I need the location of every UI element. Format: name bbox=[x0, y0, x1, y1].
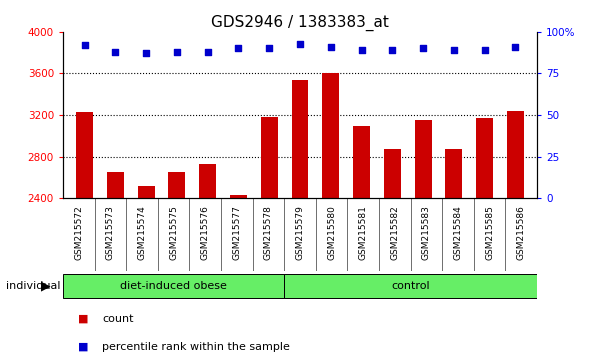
Bar bbox=[445, 149, 463, 198]
Text: ▶: ▶ bbox=[41, 279, 51, 292]
Text: GSM215574: GSM215574 bbox=[137, 205, 146, 260]
Bar bbox=[76, 112, 93, 198]
Point bbox=[110, 49, 120, 55]
Text: GSM215586: GSM215586 bbox=[517, 205, 526, 261]
Point bbox=[357, 47, 367, 53]
FancyBboxPatch shape bbox=[63, 274, 284, 298]
Bar bbox=[199, 164, 216, 198]
Text: ■: ■ bbox=[78, 342, 89, 352]
Bar bbox=[353, 126, 370, 198]
Point bbox=[418, 46, 428, 51]
Text: GSM215585: GSM215585 bbox=[485, 205, 494, 261]
Point bbox=[203, 49, 212, 55]
Bar bbox=[230, 195, 247, 198]
Bar bbox=[137, 186, 155, 198]
Text: ■: ■ bbox=[78, 314, 89, 324]
Bar bbox=[261, 117, 278, 198]
Text: GSM215578: GSM215578 bbox=[264, 205, 273, 261]
Point bbox=[326, 44, 335, 50]
FancyBboxPatch shape bbox=[284, 274, 537, 298]
Text: GSM215579: GSM215579 bbox=[296, 205, 305, 261]
Point bbox=[265, 46, 274, 51]
Bar bbox=[384, 149, 401, 198]
Text: individual: individual bbox=[6, 281, 61, 291]
Bar bbox=[507, 111, 524, 198]
Text: count: count bbox=[102, 314, 133, 324]
Point bbox=[388, 47, 397, 53]
Bar bbox=[322, 74, 339, 198]
Point bbox=[233, 46, 243, 51]
Bar bbox=[292, 80, 308, 198]
Title: GDS2946 / 1383383_at: GDS2946 / 1383383_at bbox=[211, 14, 389, 30]
Text: GSM215580: GSM215580 bbox=[327, 205, 336, 261]
Text: percentile rank within the sample: percentile rank within the sample bbox=[102, 342, 290, 352]
Text: GSM215584: GSM215584 bbox=[454, 205, 463, 260]
Point bbox=[511, 44, 520, 50]
Bar bbox=[169, 172, 185, 198]
Text: diet-induced obese: diet-induced obese bbox=[120, 281, 227, 291]
Text: GSM215575: GSM215575 bbox=[169, 205, 178, 261]
Text: GSM215572: GSM215572 bbox=[74, 205, 83, 260]
Point bbox=[142, 51, 151, 56]
Point bbox=[295, 41, 305, 46]
Text: GSM215576: GSM215576 bbox=[201, 205, 210, 261]
Bar bbox=[107, 172, 124, 198]
Text: GSM215581: GSM215581 bbox=[359, 205, 368, 261]
Text: GSM215573: GSM215573 bbox=[106, 205, 115, 261]
Bar bbox=[415, 120, 431, 198]
Point bbox=[480, 47, 490, 53]
Point bbox=[80, 42, 89, 48]
Text: GSM215582: GSM215582 bbox=[391, 205, 400, 260]
Text: GSM215577: GSM215577 bbox=[232, 205, 241, 261]
Point bbox=[449, 47, 458, 53]
Bar bbox=[476, 118, 493, 198]
Point bbox=[172, 49, 182, 55]
Text: control: control bbox=[391, 281, 430, 291]
Text: GSM215583: GSM215583 bbox=[422, 205, 431, 261]
